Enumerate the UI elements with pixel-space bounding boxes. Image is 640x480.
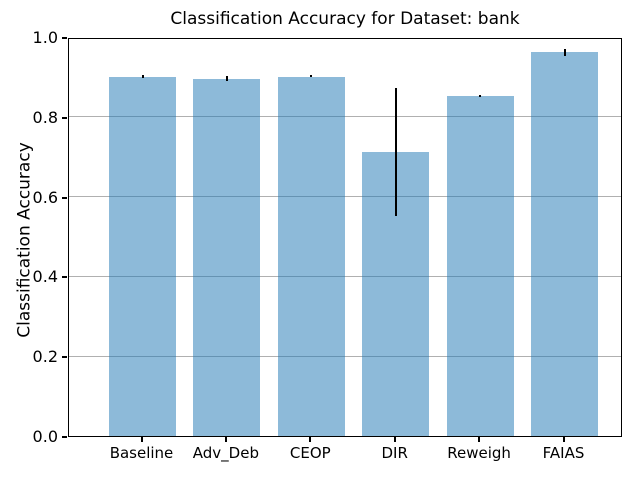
- xtick-mark-Baseline: [140, 437, 143, 442]
- ytick-mark-0.4: [62, 276, 67, 279]
- gridline-y-0.6: [69, 196, 621, 198]
- ytick-mark-0.8: [62, 116, 67, 119]
- bar-Adv_Deb: [193, 78, 261, 436]
- errorbar-Baseline: [141, 75, 144, 78]
- ytick-mark-0.2: [62, 356, 67, 359]
- plot-inner: [69, 39, 621, 436]
- xtick-label-Adv_Deb: Adv_Deb: [192, 444, 259, 462]
- bar-FAIAS: [531, 52, 598, 436]
- xtick-label-FAIAS: FAIAS: [542, 444, 585, 462]
- ytick-label-0.8: 0.8: [32, 107, 58, 127]
- bar-Baseline: [109, 76, 176, 436]
- xtick-mark-DIR: [393, 437, 396, 442]
- errorbar-DIR: [394, 88, 397, 216]
- chart-title: Classification Accuracy for Dataset: ban…: [170, 9, 520, 29]
- xtick-mark-Adv_Deb: [224, 437, 227, 442]
- gridline-y-0.2: [69, 355, 621, 357]
- y-axis-label: Classification Accuracy: [14, 142, 35, 338]
- gridline-y-0.4: [69, 275, 621, 277]
- xtick-label-DIR: DIR: [381, 444, 408, 462]
- ytick-label-0.4: 0.4: [32, 267, 58, 287]
- ytick-mark-0.6: [62, 196, 67, 199]
- ytick-mark-1.0: [62, 37, 67, 39]
- xtick-label-CEOP: CEOP: [289, 444, 331, 462]
- errorbar-CEOP: [310, 75, 313, 78]
- ytick-label-0.2: 0.2: [32, 347, 58, 367]
- xtick-label-Baseline: Baseline: [109, 444, 174, 462]
- bar-Reweigh: [446, 96, 514, 436]
- xtick-mark-CEOP: [309, 437, 312, 442]
- errorbar-Adv_Deb: [225, 76, 228, 81]
- ytick-label-0.0: 0.0: [32, 427, 58, 446]
- errorbar-FAIAS: [563, 48, 566, 56]
- ytick-mark-0.0: [62, 436, 67, 438]
- ytick-label-0.6: 0.6: [32, 187, 58, 207]
- ytick-label-1.0: 1.0: [32, 28, 58, 47]
- xtick-mark-Reweigh: [478, 437, 481, 442]
- xtick-label-Reweigh: Reweigh: [447, 444, 511, 462]
- plot-area: [68, 38, 622, 437]
- errorbar-Reweigh: [479, 94, 482, 98]
- gridline-y-0.8: [69, 116, 621, 118]
- xtick-mark-FAIAS: [562, 437, 565, 442]
- bar-CEOP: [277, 76, 345, 436]
